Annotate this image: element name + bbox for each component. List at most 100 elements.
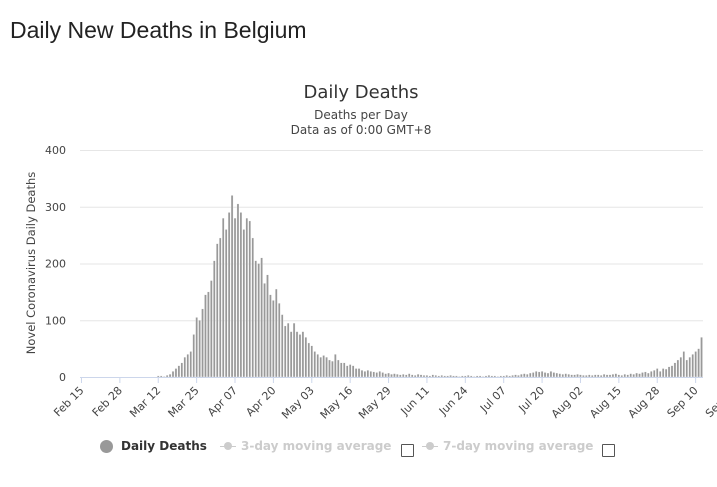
bar	[186, 354, 189, 378]
bar	[340, 362, 343, 378]
bar	[656, 368, 659, 378]
bar	[443, 375, 446, 378]
3-day-average-checkbox[interactable]	[401, 444, 414, 457]
7-day-average-checkbox[interactable]	[602, 444, 615, 457]
bar	[602, 374, 606, 378]
legend-item-7-day-average[interactable]: 7-day moving average	[422, 439, 593, 453]
legend-label: 7-day moving average	[443, 439, 594, 453]
page-title: Daily New Deaths in Belgium	[10, 17, 307, 43]
bar	[626, 374, 629, 378]
bar	[242, 229, 246, 378]
bar	[425, 375, 429, 378]
bar	[599, 375, 603, 378]
bar	[263, 283, 266, 378]
bar	[679, 356, 683, 378]
bar	[224, 229, 228, 378]
bar	[387, 372, 390, 378]
bar	[384, 373, 387, 378]
bar	[248, 220, 251, 378]
bar	[558, 373, 561, 378]
bar	[579, 374, 582, 378]
bar	[405, 374, 408, 378]
bar	[408, 373, 411, 378]
bar	[295, 331, 299, 378]
x-tick-label: Jun 11	[398, 384, 432, 418]
bar	[582, 375, 585, 378]
bar	[475, 375, 479, 378]
bar	[207, 291, 210, 378]
x-axis-ticks: Feb 15 Feb 28 Mar 12 Mar 25 Apr 07 Apr 20 May …	[51, 377, 717, 422]
bar	[573, 374, 576, 378]
bar	[682, 351, 685, 378]
bar	[499, 375, 502, 378]
bar	[410, 374, 414, 378]
bar	[180, 362, 184, 378]
bar	[257, 263, 260, 378]
bar	[266, 274, 269, 378]
bar	[313, 351, 316, 378]
bar	[416, 374, 420, 378]
bar	[168, 374, 172, 378]
bar	[490, 375, 494, 378]
bar	[177, 365, 181, 378]
legend-item-daily-deaths[interactable]: Daily Deaths	[100, 439, 207, 453]
bar	[162, 376, 166, 378]
legend-label: 3-day moving average	[241, 439, 392, 453]
bar	[537, 371, 541, 378]
bar	[585, 375, 588, 378]
legend-item-3-day-average[interactable]: 3-day moving average	[220, 439, 391, 453]
bar	[372, 371, 375, 378]
bar	[487, 375, 491, 378]
chart-subtitle-line-1: Deaths per Day	[314, 108, 408, 122]
x-tick-label: Mar 25	[166, 384, 202, 420]
bar	[278, 303, 281, 378]
bar	[549, 371, 553, 378]
bar	[304, 337, 308, 378]
bar	[461, 375, 464, 378]
line-marker-icon	[422, 440, 438, 453]
bar	[502, 375, 505, 378]
bar	[532, 372, 535, 378]
bar	[629, 373, 632, 378]
bar	[236, 203, 240, 378]
bar	[201, 308, 204, 378]
x-tick-label: Feb 15	[51, 384, 86, 419]
x-tick-label: Aug 28	[626, 384, 663, 421]
bar	[611, 374, 615, 378]
chart-title: Daily Deaths	[303, 82, 418, 103]
bar	[564, 373, 567, 378]
bar	[455, 375, 458, 378]
bar	[366, 370, 370, 378]
bar	[540, 371, 544, 378]
x-tick-label: May 03	[279, 384, 317, 422]
bar	[673, 362, 677, 378]
bar	[331, 360, 334, 378]
bar	[245, 217, 249, 378]
bar	[523, 373, 526, 378]
bar	[534, 371, 538, 378]
bar	[638, 373, 641, 378]
y-tick-label: 200	[45, 258, 66, 271]
bar	[381, 372, 384, 378]
bar	[399, 374, 402, 378]
bar	[428, 375, 432, 378]
bar	[393, 373, 396, 378]
bar	[635, 372, 638, 378]
bar	[632, 374, 635, 378]
y-tick-label: 100	[45, 314, 66, 327]
bar	[298, 334, 302, 378]
chart-subtitle-line-2: Data as of 0:00 GMT+8	[291, 123, 432, 137]
bar	[647, 372, 650, 378]
bar	[546, 372, 550, 378]
bar	[688, 356, 691, 378]
bar	[570, 374, 573, 378]
line-marker-icon	[220, 440, 236, 453]
bar	[219, 237, 222, 378]
bar	[552, 372, 556, 378]
x-tick-label: May 16	[318, 384, 356, 422]
bar	[195, 317, 198, 378]
bar	[254, 260, 257, 378]
y-tick-label: 400	[45, 144, 66, 157]
bar	[348, 364, 352, 378]
bar	[517, 375, 520, 378]
